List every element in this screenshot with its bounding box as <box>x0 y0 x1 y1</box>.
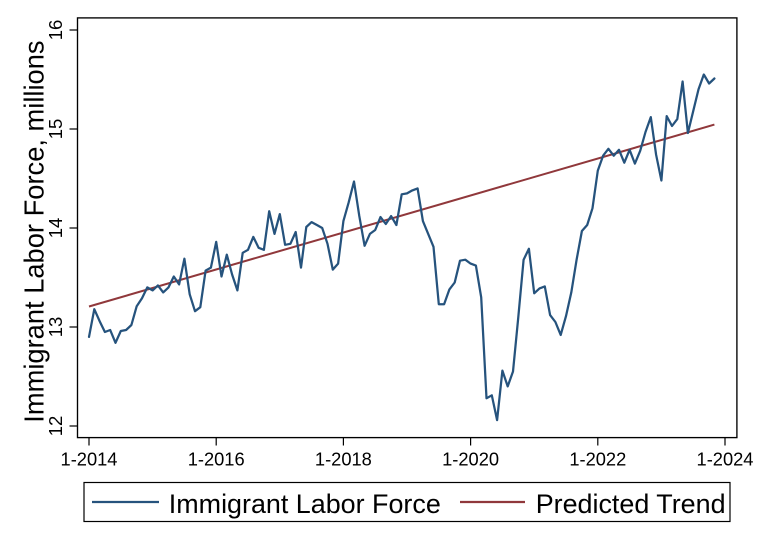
svg-text:12: 12 <box>45 416 66 437</box>
svg-text:1-2014: 1-2014 <box>61 449 118 470</box>
svg-text:1-2016: 1-2016 <box>188 449 245 470</box>
svg-text:15: 15 <box>45 119 66 140</box>
svg-text:14: 14 <box>45 218 66 239</box>
svg-text:Predicted Trend: Predicted Trend <box>536 489 726 519</box>
svg-text:1-2024: 1-2024 <box>697 449 754 470</box>
svg-text:1-2020: 1-2020 <box>442 449 499 470</box>
svg-text:1-2018: 1-2018 <box>315 449 372 470</box>
svg-text:Immigrant Labor Force, million: Immigrant Labor Force, millions <box>18 40 49 422</box>
svg-text:1-2022: 1-2022 <box>569 449 626 470</box>
svg-text:13: 13 <box>45 317 66 338</box>
svg-text:16: 16 <box>45 20 66 41</box>
svg-text:Immigrant Labor Force: Immigrant Labor Force <box>169 489 441 519</box>
